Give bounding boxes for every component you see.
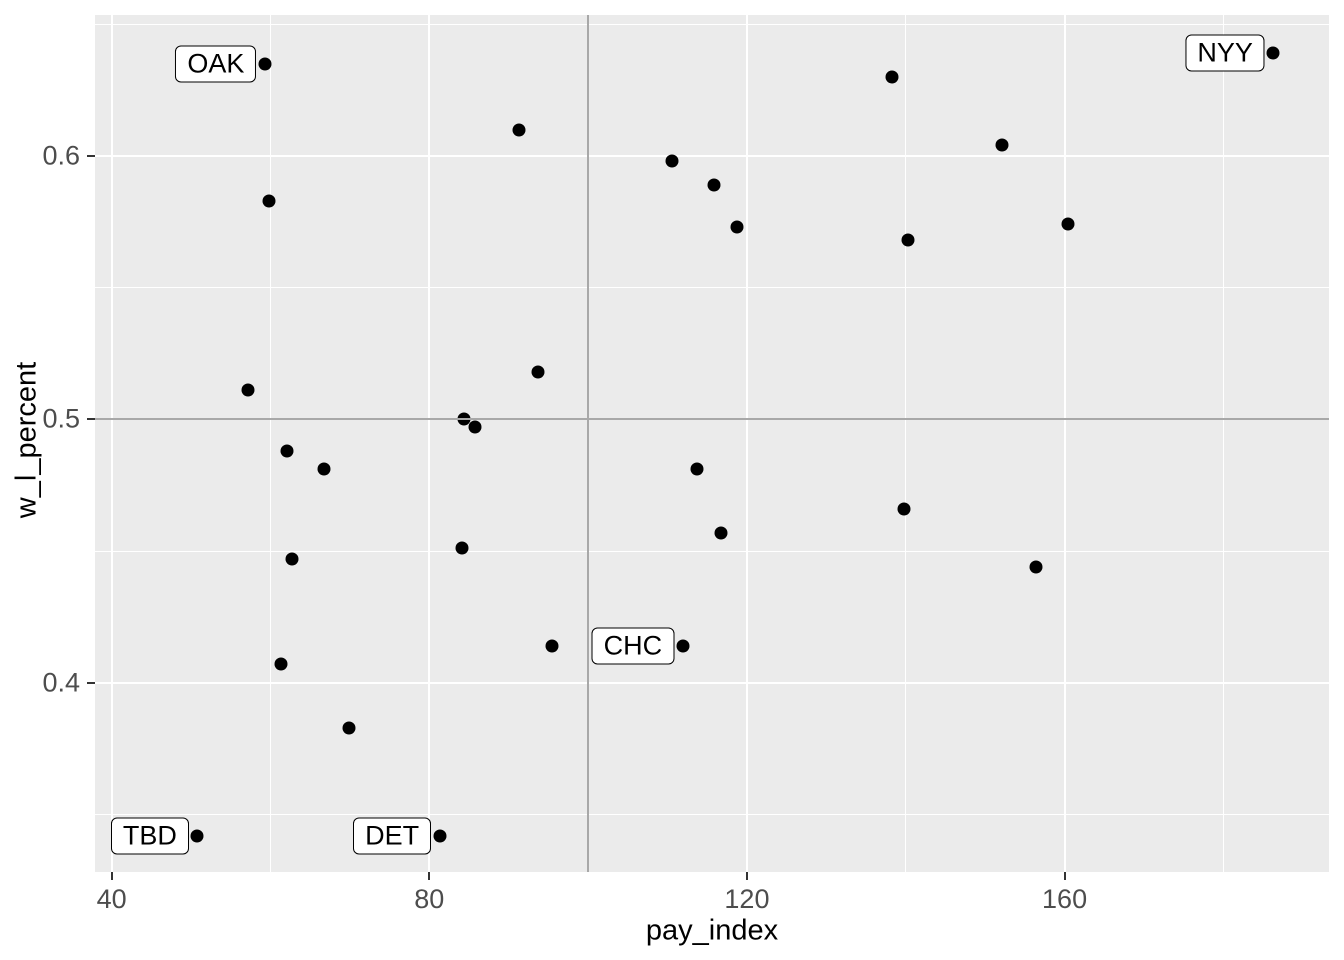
data-point bbox=[1266, 46, 1280, 60]
y-axis-title: w_l_percent bbox=[10, 361, 43, 519]
x-tick-label: 80 bbox=[414, 884, 445, 914]
data-point bbox=[730, 220, 744, 234]
x-axis-tick bbox=[428, 872, 431, 880]
data-point bbox=[317, 462, 331, 476]
x-axis-tick bbox=[745, 872, 748, 880]
team-label-oak: OAK bbox=[175, 45, 257, 83]
horizontal-reference-line bbox=[95, 418, 1329, 421]
data-point bbox=[342, 721, 356, 735]
x-major-gridline bbox=[110, 15, 113, 872]
plot-panel: OAK TBD DET CHC NYY bbox=[95, 15, 1329, 872]
x-minor-gridline bbox=[269, 15, 271, 872]
data-point bbox=[190, 829, 204, 843]
x-tick-label: 40 bbox=[96, 884, 127, 914]
y-tick-label: 0.6 bbox=[42, 140, 80, 171]
team-label-tbd: TBD bbox=[110, 817, 189, 855]
data-point bbox=[433, 829, 447, 843]
data-point bbox=[512, 123, 526, 137]
data-point bbox=[690, 462, 704, 476]
x-major-gridline bbox=[1063, 15, 1066, 872]
team-label-det: DET bbox=[353, 817, 432, 855]
data-point bbox=[455, 541, 469, 555]
y-minor-gridline bbox=[95, 287, 1329, 289]
y-minor-gridline bbox=[95, 550, 1329, 552]
x-minor-gridline bbox=[905, 15, 907, 872]
data-point bbox=[468, 420, 482, 434]
data-point bbox=[995, 138, 1009, 152]
data-point bbox=[258, 57, 272, 71]
data-point bbox=[274, 657, 288, 671]
data-point bbox=[665, 154, 678, 168]
x-axis-title: pay_index bbox=[645, 914, 779, 947]
vertical-reference-line bbox=[587, 15, 590, 872]
team-label-nyy: NYY bbox=[1185, 34, 1265, 72]
x-tick-label: 160 bbox=[1042, 884, 1088, 914]
data-point bbox=[676, 639, 690, 653]
data-point bbox=[285, 552, 299, 566]
x-axis-tick bbox=[110, 872, 113, 880]
data-point bbox=[280, 444, 294, 458]
data-point bbox=[901, 233, 915, 247]
x-major-gridline bbox=[745, 15, 748, 872]
y-major-gridline bbox=[95, 681, 1329, 684]
data-point bbox=[1029, 560, 1043, 574]
data-point bbox=[897, 502, 911, 516]
y-tick-label: 0.5 bbox=[42, 403, 80, 434]
y-axis-tick bbox=[87, 418, 95, 421]
y-minor-gridline bbox=[95, 814, 1329, 816]
x-major-gridline bbox=[428, 15, 431, 872]
data-point bbox=[531, 365, 545, 379]
x-tick-label: 120 bbox=[724, 884, 770, 914]
data-point bbox=[1061, 217, 1075, 231]
y-axis-tick bbox=[87, 681, 95, 684]
y-major-gridline bbox=[95, 154, 1329, 157]
y-tick-label: 0.4 bbox=[42, 667, 80, 698]
y-minor-gridline bbox=[95, 23, 1329, 25]
data-point bbox=[262, 194, 276, 208]
data-point bbox=[241, 383, 255, 397]
x-axis-tick bbox=[1063, 872, 1066, 880]
y-axis-tick bbox=[87, 154, 95, 157]
team-label-chc: CHC bbox=[591, 627, 675, 665]
x-minor-gridline bbox=[1222, 15, 1224, 872]
data-point bbox=[714, 526, 728, 540]
data-point bbox=[545, 639, 559, 653]
data-point bbox=[707, 178, 721, 192]
data-point bbox=[885, 70, 899, 84]
